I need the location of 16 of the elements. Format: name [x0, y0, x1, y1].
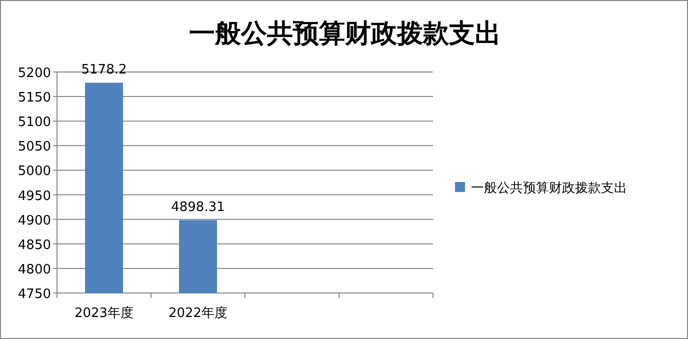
y-tick-label: 5150 [18, 90, 51, 106]
data-label: 4898.31 [171, 200, 225, 216]
y-tick-label: 4750 [18, 287, 51, 302]
y-tick-label: 4800 [18, 262, 51, 278]
x-tick-label: 2023年度 [74, 305, 134, 321]
y-tick-label: 4950 [18, 188, 51, 204]
y-tick-label: 5000 [18, 164, 51, 180]
data-label: 5178.2 [81, 62, 127, 78]
y-tick-label: 5100 [18, 115, 51, 130]
legend-label: 一般公共预算财政拨款支出 [471, 181, 627, 196]
y-tick-label: 5200 [18, 66, 51, 81]
x-tick-label: 2022年度 [168, 305, 228, 321]
y-tick-label: 4900 [18, 213, 51, 228]
title: 一般公共预算财政拨款支出 [189, 19, 501, 49]
y-tick-label: 4850 [18, 238, 51, 253]
y-tick-label: 5050 [18, 140, 51, 155]
